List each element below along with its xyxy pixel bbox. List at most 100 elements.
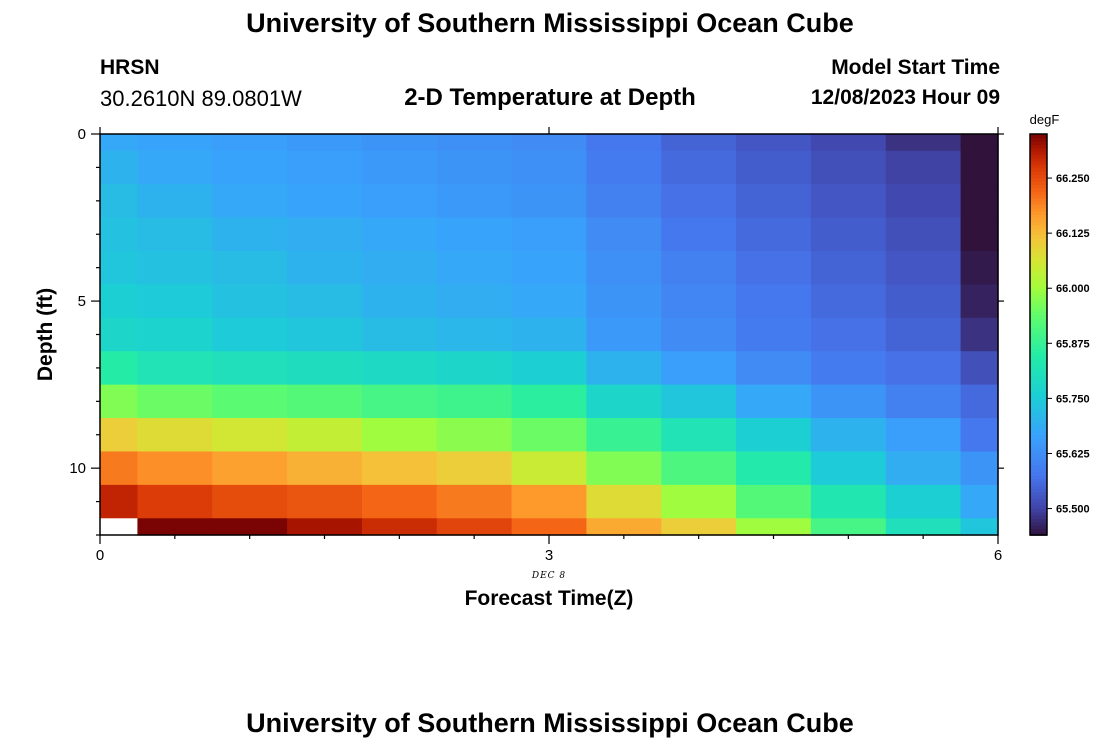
colorbar-segment [1030,488,1047,493]
heatmap-cell [212,217,288,252]
colorbar-segment [1030,314,1047,319]
colorbar-segment [1030,284,1047,289]
heatmap-cell [212,484,288,519]
x-tick-label: 6 [994,547,1002,564]
x-tick-label: 0 [96,547,104,564]
model-start-label: Model Start Time [831,56,1000,79]
heatmap-cell [511,317,588,352]
heatmap-cell [511,184,588,219]
heatmap-cell [885,317,962,352]
heatmap-cell [810,317,887,352]
heatmap-cell [960,484,999,519]
heatmap-cell [736,317,812,352]
heatmap-cell [436,484,513,519]
heatmap-cell [586,150,662,185]
heatmap-cell [736,518,812,536]
colorbar-segment [1030,224,1047,229]
colorbar-segment [1030,217,1047,222]
heatmap-cell [885,150,962,185]
colorbar-segment [1030,331,1047,336]
heatmap-cell [960,351,999,386]
heatmap-cell [100,518,139,536]
y-tick-label: 5 [78,293,86,310]
heatmap-cell [736,418,812,453]
heatmap-cell [212,184,288,219]
heatmap-cell [287,317,363,352]
x-tick-label: 3 [545,547,553,564]
colorbar-segment [1030,250,1047,256]
heatmap-cell [810,418,887,453]
colorbar-segment [1030,391,1047,396]
heatmap-cell [810,351,887,386]
colorbar-segment [1030,307,1047,312]
heatmap-cell [361,217,438,252]
colorbar-segment [1030,321,1047,326]
colorbar-segment [1030,254,1047,259]
heatmap-cell [810,284,887,319]
heatmap-cell [287,384,363,419]
colorbar-segment [1030,454,1047,459]
heatmap-cell [137,518,213,536]
colorbar-segment [1030,197,1047,202]
colorbar-segment [1030,311,1047,316]
heatmap-cell [361,451,438,486]
colorbar-tick-label: 65.625 [1056,448,1090,460]
heatmap-cell [436,184,513,219]
colorbar-segment [1030,451,1047,456]
heatmap-cell [661,518,737,536]
heatmap-cells [100,134,999,536]
colorbar-segment [1030,207,1047,212]
heatmap-cell [436,518,513,536]
colorbar-segment [1030,297,1047,302]
colorbar-segment [1030,521,1047,526]
heatmap-cell [287,150,363,185]
heatmap-cell [960,317,999,352]
heatmap-cell [661,150,737,185]
heatmap-cell [436,150,513,185]
heatmap-cell [960,451,999,486]
heatmap-cell [100,451,139,486]
colorbar-segment [1030,361,1047,366]
colorbar-segment [1030,401,1047,406]
y-axis-label: Depth (ft) [34,288,57,381]
colorbar-tick-label: 66.250 [1056,173,1090,185]
heatmap-cell [736,351,812,386]
heatmap-cell [287,134,363,152]
heatmap-cell [885,134,962,152]
heatmap-cell [137,184,213,219]
colorbar-segment [1030,471,1047,476]
heatmap-cell [810,217,887,252]
heatmap-cell [100,217,139,252]
heatmap-cell [661,317,737,352]
colorbar-segment [1030,347,1047,353]
heatmap-cell [137,451,213,486]
colorbar-segment [1030,377,1047,383]
colorbar-segment [1030,344,1047,349]
colorbar-segment [1030,394,1047,399]
model-start-value: 12/08/2023 Hour 09 [810,86,1000,109]
heatmap-cell [661,351,737,386]
heatmap-cell [100,351,139,386]
heatmap-cell [361,134,438,152]
colorbar-segment [1030,144,1047,149]
heatmap-cell [361,384,438,419]
heatmap-cell [810,184,887,219]
colorbar-segment [1030,277,1047,282]
heatmap-cell [137,351,213,386]
colorbar-segment [1030,274,1047,279]
colorbar-segment [1030,508,1047,513]
colorbar-segment [1030,164,1047,169]
colorbar-segment [1030,408,1047,413]
heatmap-cell [436,384,513,419]
heatmap-cell [661,418,737,453]
colorbar-segment [1030,474,1047,479]
colorbar-segment [1030,374,1047,379]
page-title: University of Southern Mississippi Ocean… [246,8,854,38]
heatmap-cell [661,484,737,519]
footer-title: University of Southern Mississippi Ocean… [246,708,854,738]
colorbar-segment [1030,511,1047,516]
heatmap-cell [661,217,737,252]
heatmap-cell [436,317,513,352]
heatmap-cell [586,250,662,285]
heatmap-cell [885,384,962,419]
